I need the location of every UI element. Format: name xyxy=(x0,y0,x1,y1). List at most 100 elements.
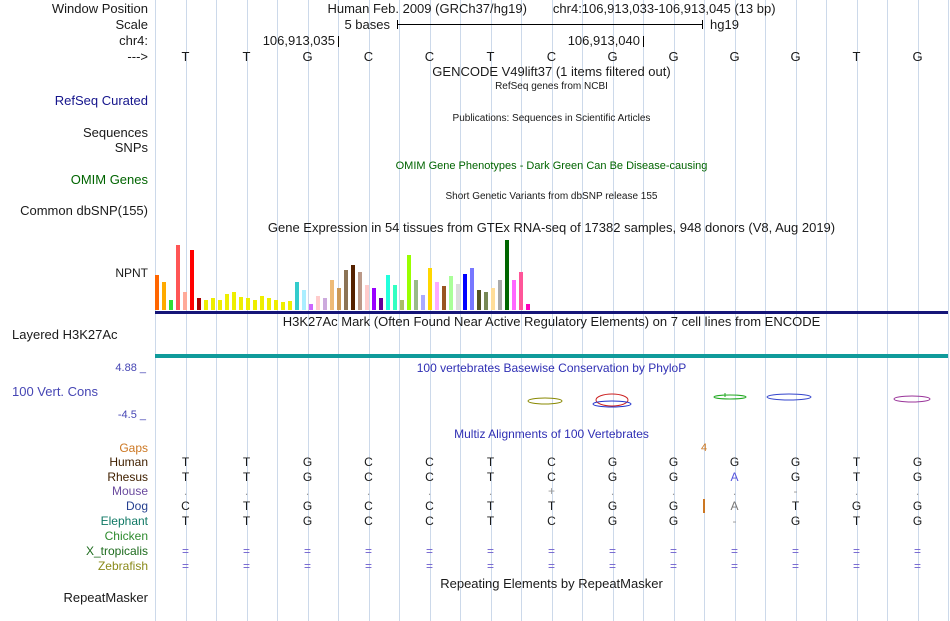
alignment-base: C xyxy=(425,455,434,469)
alignment-base: C xyxy=(547,455,556,469)
alignment-base: G xyxy=(668,470,679,484)
sequence-base: C xyxy=(546,49,557,64)
alignment-base: = xyxy=(852,544,860,558)
species-label-zebrafish[interactable]: Zebrafish xyxy=(97,559,148,573)
sequence-base: G xyxy=(912,49,923,64)
alignment-base: G xyxy=(302,455,313,469)
gtex-bar xyxy=(155,275,159,310)
gtex-bar xyxy=(337,288,341,310)
gtex-bar xyxy=(183,292,187,310)
gtex-bar xyxy=(351,265,355,310)
grid-line xyxy=(826,0,827,621)
track-label-100-vert-cons[interactable]: 100 Vert. Cons xyxy=(12,384,98,399)
species-label-human[interactable]: Human xyxy=(109,455,148,469)
gtex-bar xyxy=(498,280,502,310)
species-label-chicken[interactable]: Chicken xyxy=(104,529,148,543)
alignment-base: = xyxy=(608,544,616,558)
species-label-mouse[interactable]: Mouse xyxy=(111,484,148,498)
alignment-base: = xyxy=(791,544,799,558)
alignment-base: G xyxy=(607,470,618,484)
alignment-base: T xyxy=(852,514,861,528)
track-label-common-dbsnp[interactable]: Common dbSNP(155) xyxy=(20,203,148,218)
track-label-sequences[interactable]: Sequences xyxy=(82,125,148,140)
scale-value: 5 bases xyxy=(344,17,390,32)
species-label-elephant[interactable]: Elephant xyxy=(100,514,148,528)
alignment-base: C xyxy=(364,514,373,528)
alignment-base: T xyxy=(242,470,251,484)
alignment-base: = xyxy=(547,544,555,558)
alignment-base: T xyxy=(242,455,251,469)
grid-line xyxy=(551,0,553,621)
grid-line xyxy=(307,0,309,621)
omim-track-title: OMIM Gene Phenotypes - Dark Green Can Be… xyxy=(395,160,708,172)
alignment-base: = xyxy=(852,559,860,573)
species-label-dog[interactable]: Dog xyxy=(125,499,148,513)
alignment-base: T xyxy=(242,499,251,513)
gtex-bar xyxy=(526,304,530,310)
gtex-bar xyxy=(442,286,446,310)
track-label-npnt-gene[interactable]: NPNT xyxy=(115,266,148,280)
sequence-base: T xyxy=(181,49,190,64)
alignment-base: = xyxy=(425,544,433,558)
grid-line xyxy=(185,0,187,621)
alignment-base: A xyxy=(730,470,739,484)
chromosome-label: chr4: xyxy=(119,33,148,48)
multiz-track-title: Multiz Alignments of 100 Vertebrates xyxy=(454,427,649,441)
grid-line xyxy=(765,0,766,621)
gtex-bar xyxy=(414,280,418,310)
alignment-base: . xyxy=(366,484,371,498)
alignment-base: C xyxy=(425,499,434,513)
alignment-base: = xyxy=(181,544,189,558)
gtex-bar xyxy=(239,297,243,310)
gtex-bar xyxy=(169,300,173,310)
grid-line xyxy=(216,0,217,621)
alignment-base: T xyxy=(852,470,861,484)
track-label-snps[interactable]: SNPs xyxy=(114,140,148,155)
grid-line xyxy=(521,0,522,621)
position-tick-label: 106,913,040 xyxy=(567,33,640,48)
alignment-base: . xyxy=(305,484,310,498)
gtex-bar xyxy=(288,301,292,310)
gtex-bar xyxy=(295,282,299,310)
alignment-base: = xyxy=(425,559,433,573)
gtex-bar xyxy=(218,300,222,310)
sequence-base: C xyxy=(363,49,374,64)
gtex-bar xyxy=(225,294,229,310)
track-label-layered-h3k27ac[interactable]: Layered H3K27Ac xyxy=(12,327,118,342)
alignment-base: = xyxy=(486,544,494,558)
gtex-bar xyxy=(281,302,285,310)
species-label-x_tropicalis[interactable]: X_tropicalis xyxy=(85,544,148,558)
repeatmasker-track-title: Repeating Elements by RepeatMasker xyxy=(440,576,663,591)
alignment-base: G xyxy=(912,499,923,513)
h3k27ac-track-title: H3K27Ac Mark (Often Found Near Active Re… xyxy=(282,314,821,329)
conservation-max-value: 4.88 _ xyxy=(115,362,146,374)
alignment-base: = xyxy=(608,559,616,573)
gtex-bar xyxy=(260,296,264,310)
gtex-bar xyxy=(267,298,271,310)
gtex-bar xyxy=(372,288,376,310)
alignment-base: = xyxy=(242,544,250,558)
alignment-base: A xyxy=(730,499,739,513)
sequence-base: G xyxy=(790,49,801,64)
alignment-base: . xyxy=(854,484,859,498)
alignment-base: . xyxy=(183,484,188,498)
alignment-base: = xyxy=(791,559,799,573)
alignment-base: T xyxy=(486,470,495,484)
refseq-track-title: RefSeq genes from NCBI xyxy=(495,81,608,92)
species-label-rhesus[interactable]: Rhesus xyxy=(107,470,148,484)
h3k27ac-signal-line[interactable] xyxy=(155,354,948,358)
alignment-base: . xyxy=(610,484,615,498)
alignment-base: = xyxy=(730,544,738,558)
npnt-gene-line[interactable] xyxy=(155,311,948,314)
grid-line xyxy=(460,0,461,621)
track-label-refseq-curated[interactable]: RefSeq Curated xyxy=(54,93,148,108)
gtex-bar xyxy=(456,284,460,310)
track-label-omim-genes[interactable]: OMIM Genes xyxy=(70,172,148,187)
track-label-gaps[interactable]: Gaps xyxy=(119,441,148,455)
scale-ruler xyxy=(397,24,703,25)
sequence-base: G xyxy=(729,49,740,64)
alignment-base: = xyxy=(669,544,677,558)
alignment-base: G xyxy=(668,499,679,513)
track-label-repeatmasker[interactable]: RepeatMasker xyxy=(63,590,148,605)
